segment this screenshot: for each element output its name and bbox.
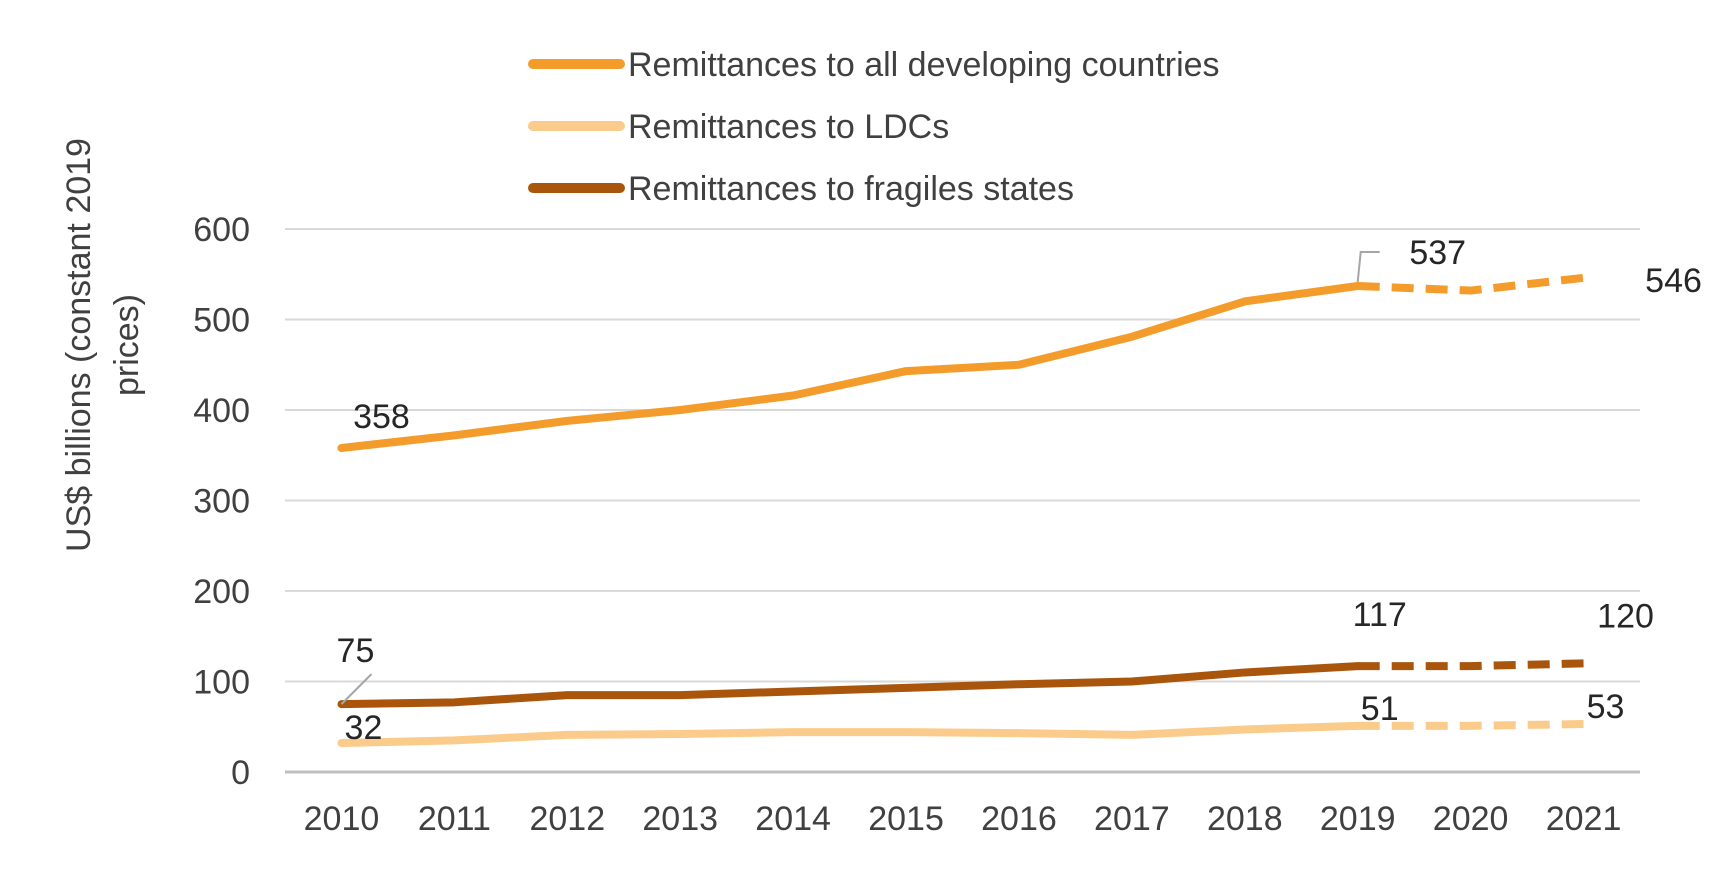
data-label: 75 xyxy=(337,632,375,670)
data-label: 120 xyxy=(1597,597,1654,635)
data-label: 537 xyxy=(1409,234,1466,272)
data-label: 51 xyxy=(1361,690,1399,728)
y-tick-label: 400 xyxy=(193,392,250,430)
x-tick-label: 2012 xyxy=(529,800,605,838)
y-tick-label: 500 xyxy=(193,302,250,340)
gridlines xyxy=(285,228,1640,774)
x-axis-ticks: 2010 2011 2012 2013 2014 2015 2016 2017 2018 2019… xyxy=(304,800,1622,838)
data-label: 358 xyxy=(353,398,410,436)
legend-label: Remittances to LDCs xyxy=(628,108,949,146)
x-tick-label: 2015 xyxy=(868,800,944,838)
series-line-projected-1 xyxy=(1357,720,1584,730)
y-axis-ticks: 0 100 200 300 400 500 600 xyxy=(193,211,250,792)
legend-label: Remittances to all developing countries xyxy=(628,46,1220,84)
series-line-actual-2 xyxy=(337,662,1362,709)
leader-line xyxy=(340,673,373,705)
y-tick-label: 0 xyxy=(231,754,250,792)
x-tick-label: 2017 xyxy=(1094,800,1170,838)
series-line-actual-1 xyxy=(337,721,1362,748)
y-tick-label: 600 xyxy=(193,211,250,249)
y-axis-title-line: prices) xyxy=(108,294,146,396)
data-label: 546 xyxy=(1645,262,1702,300)
x-tick-label: 2019 xyxy=(1320,800,1396,838)
series-lines xyxy=(337,273,1584,748)
data-label: 117 xyxy=(1353,596,1407,634)
y-tick-label: 200 xyxy=(193,573,250,611)
y-axis-title: US$ billions (constant 2019 prices) xyxy=(60,138,146,552)
x-tick-label: 2016 xyxy=(981,800,1057,838)
y-tick-label: 100 xyxy=(193,664,250,702)
y-axis-title-line: US$ billions (constant 2019 xyxy=(60,138,98,552)
x-tick-label: 2020 xyxy=(1433,800,1509,838)
data-labels: 358 537 546 32 51 53 75 117 120 xyxy=(337,234,1702,747)
y-tick-label: 300 xyxy=(193,483,250,521)
leader-line xyxy=(1356,251,1380,283)
series-line-projected-0 xyxy=(1357,273,1584,295)
data-label: 32 xyxy=(345,709,383,747)
x-tick-label: 2010 xyxy=(304,800,380,838)
x-tick-label: 2014 xyxy=(755,800,831,838)
x-tick-label: 2021 xyxy=(1546,800,1622,838)
x-tick-label: 2011 xyxy=(418,800,491,838)
data-label-leader-lines xyxy=(340,251,1380,705)
x-tick-label: 2018 xyxy=(1207,800,1283,838)
series-line-actual-0 xyxy=(337,282,1362,453)
x-tick-label: 2013 xyxy=(642,800,718,838)
data-label: 53 xyxy=(1587,688,1625,726)
series-line-projected-2 xyxy=(1357,659,1584,671)
chart-legend: Remittances to all developing countries R… xyxy=(528,46,1220,208)
legend-label: Remittances to fragiles states xyxy=(628,170,1074,208)
